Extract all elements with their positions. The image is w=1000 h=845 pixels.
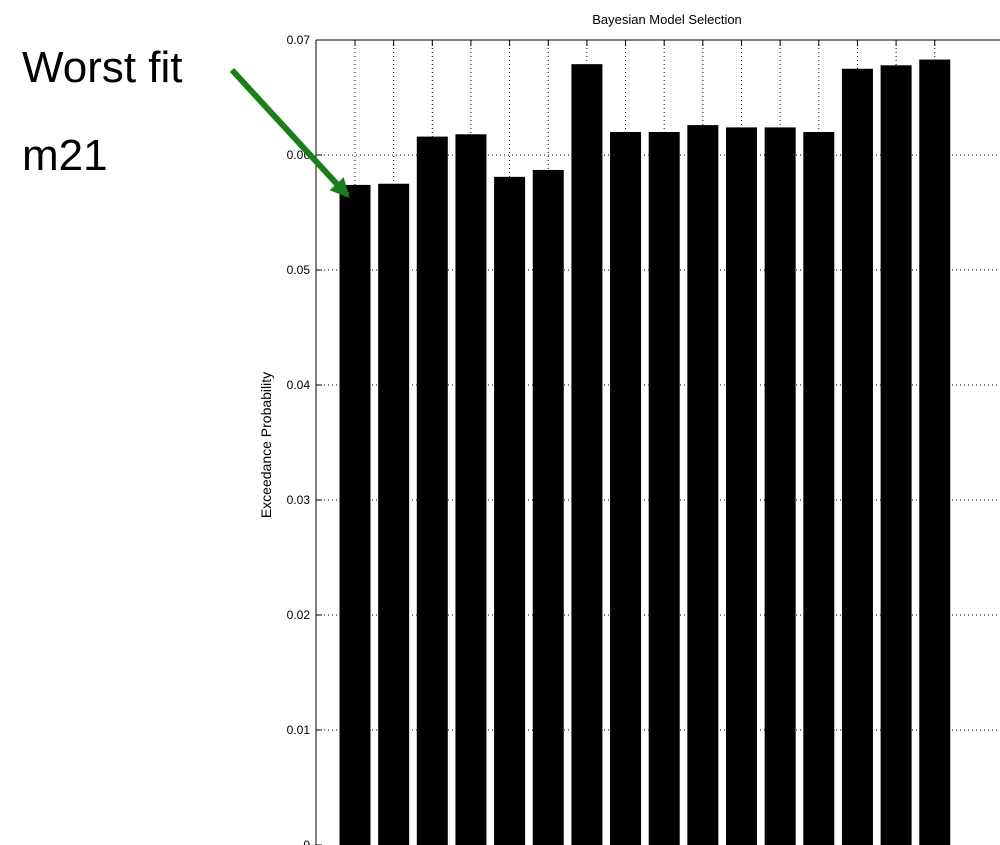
- annotation-worst-fit: Worst fit: [22, 43, 183, 92]
- y-axis-label: Exceedance Probability: [258, 372, 274, 518]
- bar: [919, 59, 951, 845]
- y-tick-label: 0.03: [287, 493, 311, 507]
- bar: [494, 176, 526, 845]
- y-tick-label: 0.05: [287, 263, 311, 277]
- y-tick-label: 0.02: [287, 608, 311, 622]
- axes: 00.010.020.030.040.050.060.07: [287, 33, 1000, 845]
- bar: [532, 169, 564, 845]
- bar-worst-fit: [339, 184, 371, 845]
- bar: [648, 132, 680, 845]
- bars: [339, 59, 951, 845]
- bar: [726, 127, 757, 845]
- bar: [455, 134, 487, 845]
- bar: [416, 136, 448, 845]
- y-tick-label: 0.07: [287, 33, 311, 47]
- bar: [803, 132, 835, 845]
- bar: [880, 65, 912, 845]
- bar: [687, 125, 719, 845]
- annotation-model-name: m21: [22, 131, 108, 180]
- y-tick-label: 0.01: [287, 723, 311, 737]
- chart-title: Bayesian Model Selection: [592, 12, 742, 27]
- bar: [378, 183, 410, 845]
- bar: [764, 127, 796, 845]
- bar: [841, 68, 873, 845]
- y-tick-label: 0.04: [287, 378, 311, 392]
- bar: [610, 132, 642, 845]
- annotation-arrow: [229, 67, 350, 198]
- bar: [571, 64, 603, 845]
- y-tick-label: 0: [303, 838, 310, 845]
